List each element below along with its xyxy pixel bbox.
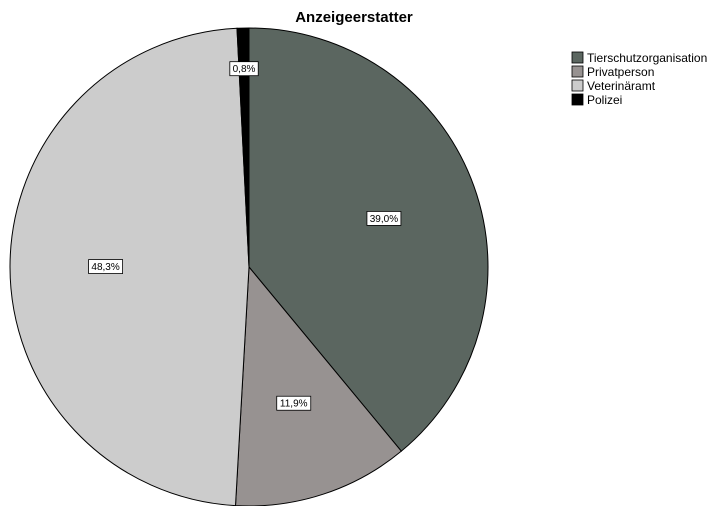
legend-swatch-1 [571,65,584,78]
data-label-2: 48,3% [88,259,124,274]
data-label-text-3: 0,8% [233,64,256,75]
pie-slice-3 [236,27,250,268]
legend: TierschutzorganisationPrivatpersonVeteri… [571,51,707,107]
data-label-box-3 [229,61,259,77]
pie-data-labels: 39,0% 11,9% 48,3% 0,8% [88,61,402,411]
legend-label-3: Polizei [587,93,622,107]
data-label-box-2 [88,259,124,274]
legend-label-1: Privatperson [587,65,654,79]
pie-slice-0 [248,27,489,452]
data-label-box-1 [276,395,312,411]
data-label-0: 39,0% [366,211,402,226]
legend-entry-3: Polizei [571,93,622,107]
legend-entry-2: Veterinäramt [571,79,656,93]
data-label-box-0 [366,211,402,226]
pie-slices [9,27,489,506]
data-label-text-0: 39,0% [370,214,398,225]
legend-swatch-0 [571,51,584,64]
data-label-3: 0,8% [229,61,259,77]
data-label-1: 11,9% [276,395,312,411]
legend-swatch-3 [571,93,584,106]
legend-entry-0: Tierschutzorganisation [571,51,707,65]
data-label-text-2: 48,3% [91,262,119,273]
legend-label-2: Veterinäramt [587,79,656,93]
legend-entry-1: Privatperson [571,65,654,79]
legend-label-0: Tierschutzorganisation [587,51,707,65]
legend-swatch-2 [571,79,584,92]
chart-title: Anzeigeerstatter [295,9,413,26]
pie-slice-2 [9,27,250,506]
data-label-text-1: 11,9% [280,399,308,410]
